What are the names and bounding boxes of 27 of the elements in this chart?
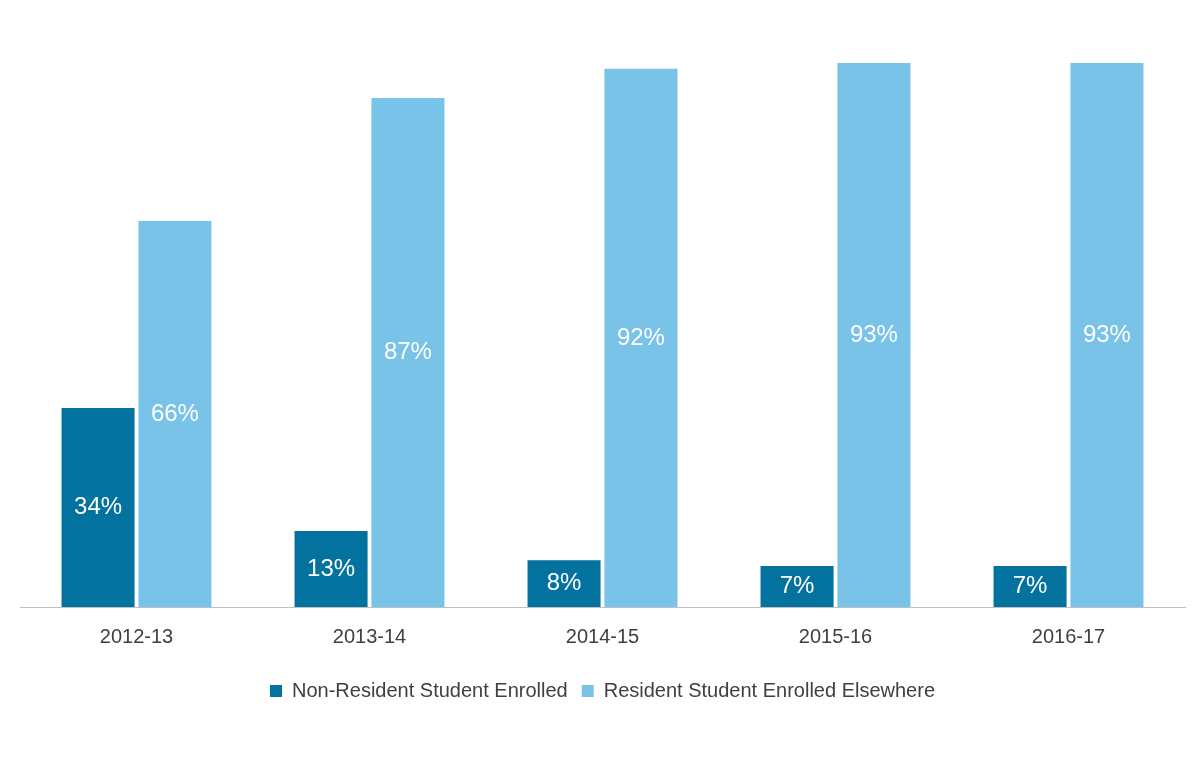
data-label: 34% — [74, 492, 123, 520]
bar — [1070, 62, 1144, 607]
data-label: 7% — [779, 571, 815, 599]
bar — [993, 566, 1067, 607]
data-label: 93% — [849, 319, 898, 347]
bar — [61, 408, 135, 607]
data-label: 7% — [1012, 571, 1048, 599]
data-label: 92% — [616, 322, 665, 350]
legend-label: Non-Resident Student Enrolled — [291, 678, 568, 701]
x-tick-label: 2016-17 — [1031, 624, 1106, 647]
x-tick-label: 2014-15 — [565, 624, 640, 647]
x-tick-label: 2015-16 — [798, 624, 873, 647]
bar — [138, 220, 212, 607]
bar — [760, 566, 834, 607]
data-label: 8% — [546, 568, 582, 596]
data-label: 87% — [383, 337, 432, 365]
data-label: 93% — [1082, 319, 1131, 347]
bar — [604, 68, 678, 607]
bar — [837, 62, 911, 607]
x-tick-label: 2013-14 — [332, 624, 407, 647]
bar — [294, 530, 368, 607]
data-label: 66% — [150, 398, 199, 426]
x-tick-label: 2012-13 — [99, 624, 174, 647]
bar — [527, 560, 601, 607]
data-label: 13% — [307, 553, 356, 581]
bar — [371, 98, 445, 607]
legend-label: Resident Student Enrolled Elsewhere — [603, 678, 936, 701]
